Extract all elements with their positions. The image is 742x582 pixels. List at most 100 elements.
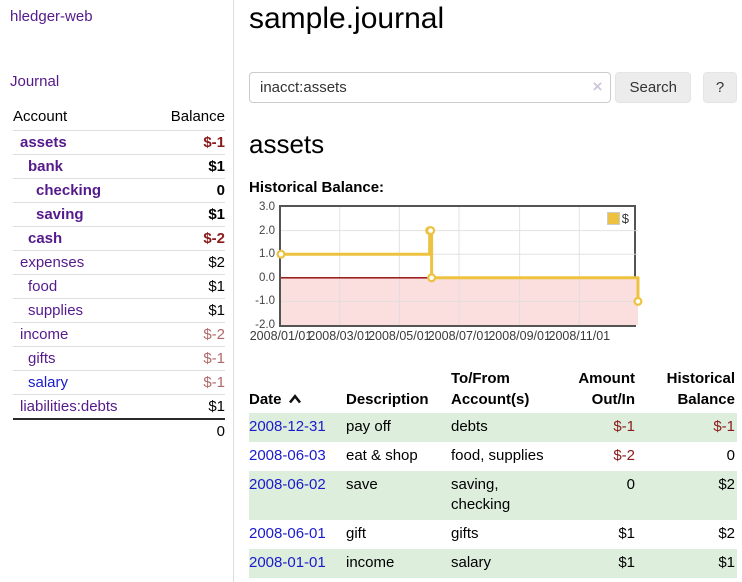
transaction-balance: 0 <box>726 447 735 465</box>
y-tick-label: -1.0 <box>255 295 275 308</box>
register-header-amount: Amount Out/In <box>578 370 635 408</box>
register-header-description: Description <box>346 390 429 408</box>
register-header-date[interactable]: Date <box>249 367 346 413</box>
account-row: expenses $2 <box>13 250 225 275</box>
account-row: food $1 <box>13 274 225 299</box>
account-row: salary $-1 <box>13 370 225 395</box>
transaction-date-link[interactable]: 2008-06-03 <box>249 447 326 465</box>
account-link-income[interactable]: income <box>20 326 69 343</box>
x-tick-label: 2008/05/01 <box>368 329 431 343</box>
transaction-description: save <box>346 475 378 493</box>
account-balance: $1 <box>152 154 225 179</box>
account-row: income $-2 <box>13 322 225 347</box>
main-content: sample.journal × Search ? assets Histori… <box>234 0 742 582</box>
y-tick-label: -2.0 <box>255 319 275 331</box>
transaction-description: gift <box>346 525 367 543</box>
search-input[interactable] <box>249 72 612 103</box>
chart-y-axis: 3.0 2.0 1.0 0.0 -1.0 -2.0 <box>249 201 279 331</box>
register-row: 2008-06-02 save saving, checking 0 $2 <box>249 470 737 521</box>
accounts-total-spacer <box>13 418 153 443</box>
transaction-amount: $-1 <box>613 418 635 436</box>
register-row: 2008-06-01 gift gifts $1 $2 <box>249 520 737 549</box>
account-row: checking 0 <box>13 178 225 203</box>
y-tick-label: 2.0 <box>259 224 275 237</box>
register-table: Date Description To/From Account(s) Amou… <box>249 367 737 578</box>
account-link-salary[interactable]: salary <box>28 374 69 391</box>
search-button[interactable]: Search <box>615 72 691 103</box>
account-balance: $-1 <box>152 346 225 371</box>
account-row: cash $-2 <box>13 226 225 251</box>
transaction-amount: 0 <box>626 475 635 493</box>
transaction-accounts: salary <box>451 553 492 571</box>
accounts-table: Account Balance assets $-1 bank $1 checking 0… <box>13 104 225 443</box>
sort-ascending-icon <box>288 390 302 411</box>
chart-svg <box>276 207 643 325</box>
transaction-amount: $1 <box>618 525 635 543</box>
balance-chart: 3.0 2.0 1.0 0.0 -1.0 -2.0 $ 2008/01/01 2008/03… <box>249 201 737 347</box>
transaction-date-link[interactable]: 2008-06-02 <box>249 475 326 493</box>
transaction-balance: $2 <box>718 525 735 543</box>
account-row: bank $1 <box>13 154 225 179</box>
account-link-expenses[interactable]: expenses <box>20 254 85 271</box>
account-link-bank[interactable]: bank <box>28 158 64 175</box>
journal-link[interactable]: Journal <box>10 73 60 90</box>
account-link-assets[interactable]: assets <box>20 134 67 151</box>
x-tick-label: 2008/07/01 <box>427 329 491 343</box>
account-link-liabilities-debts[interactable]: liabilities:debts <box>20 398 118 415</box>
transaction-date-link[interactable]: 2008-01-01 <box>249 553 326 571</box>
register-header-account: To/From Account(s) <box>451 370 530 408</box>
transaction-description: pay off <box>346 418 391 436</box>
account-link-supplies[interactable]: supplies <box>28 302 84 319</box>
x-tick-label: 2008/03/01 <box>308 329 371 343</box>
transaction-accounts: food, supplies <box>451 447 544 465</box>
register-row: 2008-12-31 pay off debts $-1 $-1 <box>249 413 737 443</box>
x-tick-label: 2008/09/01 <box>488 329 551 343</box>
account-balance: $-2 <box>152 226 225 251</box>
account-balance: $1 <box>152 274 225 299</box>
account-row: saving $1 <box>13 202 225 227</box>
transaction-balance: $1 <box>718 553 735 571</box>
account-row: gifts $-1 <box>13 346 225 371</box>
search-form: × Search ? <box>249 72 737 103</box>
accounts-header-balance: Balance <box>170 108 225 125</box>
transaction-date-link[interactable]: 2008-12-31 <box>249 418 326 436</box>
account-link-gifts[interactable]: gifts <box>28 350 56 367</box>
account-balance: $1 <box>152 202 225 227</box>
y-tick-label: 1.0 <box>259 248 275 261</box>
account-link-food[interactable]: food <box>28 278 58 295</box>
app-title-link[interactable]: hledger-web <box>10 8 93 25</box>
transaction-balance: $-1 <box>713 418 735 436</box>
chart-plot-area: $ <box>276 205 643 327</box>
account-link-saving[interactable]: saving <box>36 206 84 223</box>
account-balance: $1 <box>152 298 225 323</box>
transaction-balance: $2 <box>718 475 735 493</box>
account-link-cash[interactable]: cash <box>28 230 63 247</box>
account-row: supplies $1 <box>13 298 225 323</box>
sidebar: hledger-web Journal Account Balance asse… <box>0 0 234 582</box>
accounts-header-account: Account <box>13 108 68 125</box>
register-header-row: Date Description To/From Account(s) Amou… <box>249 367 737 413</box>
y-tick-label: 0.0 <box>259 271 275 284</box>
transaction-accounts: debts <box>451 418 488 436</box>
register-row: 2008-01-01 income salary $1 $1 <box>249 548 737 578</box>
account-balance: $1 <box>152 394 225 419</box>
account-link-checking[interactable]: checking <box>36 182 102 199</box>
transaction-accounts: saving, checking <box>451 475 511 514</box>
account-balance: $2 <box>152 250 225 275</box>
transaction-date-link[interactable]: 2008-06-01 <box>249 525 326 543</box>
clear-search-icon[interactable]: × <box>592 77 603 96</box>
account-balance: 0 <box>152 178 225 203</box>
account-balance: $-2 <box>152 322 225 347</box>
register-row: 2008-06-03 eat & shop food, supplies $-2 0 <box>249 442 737 471</box>
account-heading: assets <box>249 129 325 159</box>
chart-x-axis: 2008/01/01 2008/03/01 2008/05/01 2008/07/01… <box>250 329 737 347</box>
page-title: sample.journal <box>249 2 445 35</box>
chart-legend: $ <box>606 211 629 226</box>
accounts-total-row: 0 <box>13 418 225 443</box>
transaction-amount: $1 <box>618 553 635 571</box>
legend-label: $ <box>621 211 629 226</box>
accounts-header-row: Account Balance <box>13 104 225 131</box>
help-button[interactable]: ? <box>703 72 737 103</box>
transaction-amount: $-2 <box>613 447 635 465</box>
